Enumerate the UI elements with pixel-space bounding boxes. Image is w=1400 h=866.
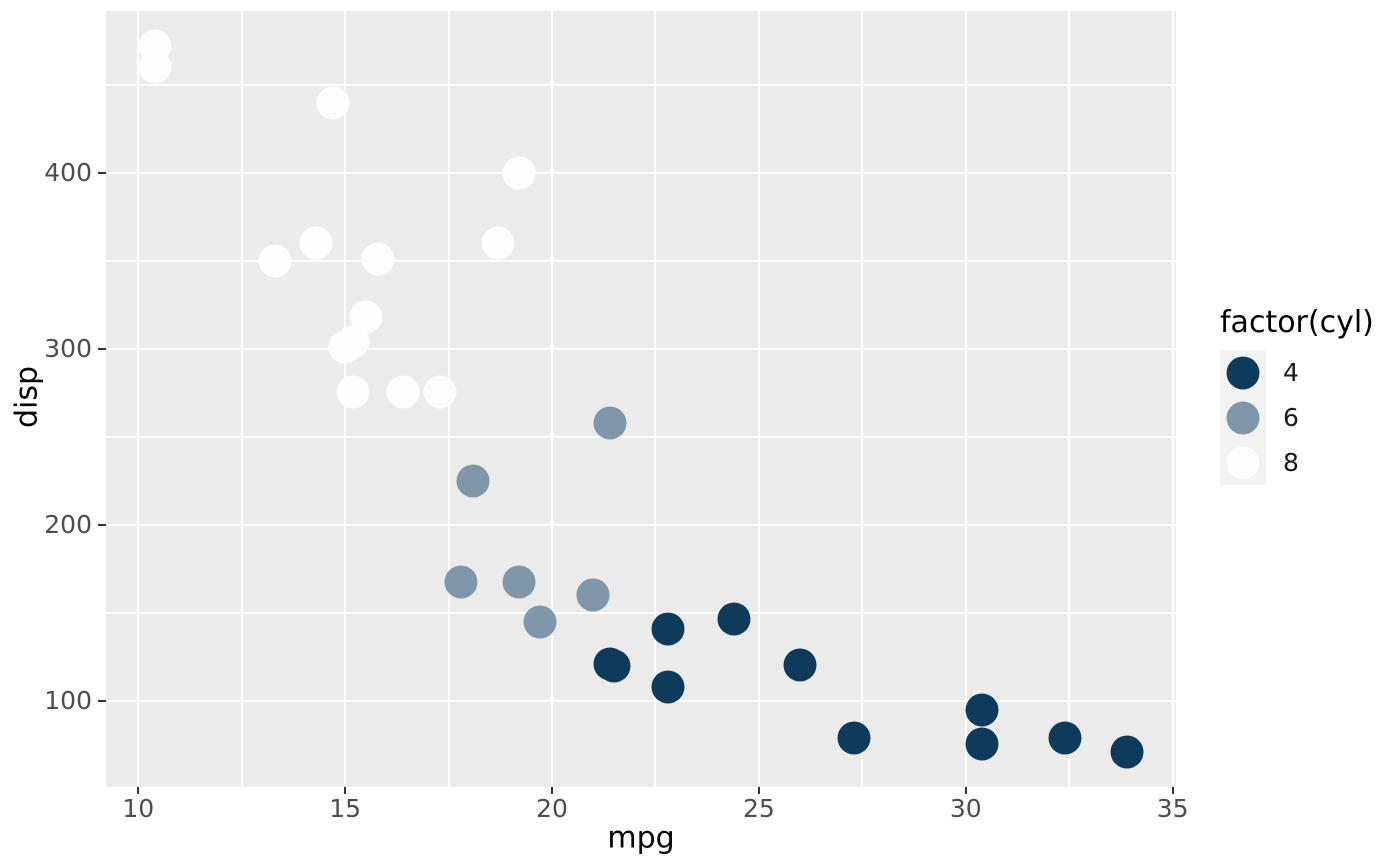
legend-swatch-icon	[1226, 446, 1260, 479]
grid-minor-x	[654, 11, 657, 787]
legend-entry-6: 6	[1220, 395, 1398, 440]
legend-label: 6	[1283, 403, 1299, 432]
grid-minor-x	[240, 11, 243, 787]
legend-key	[1220, 350, 1266, 395]
grid-major-y	[106, 523, 1176, 526]
grid-minor-y	[106, 611, 1176, 614]
grid-minor-y	[106, 83, 1176, 86]
legend-entry-4: 4	[1220, 350, 1398, 395]
x-tick-mark	[551, 787, 554, 794]
data-point-cyl-4	[965, 693, 999, 727]
x-tick-mark	[964, 787, 967, 794]
x-tick-mark	[137, 787, 140, 794]
data-point-cyl-6	[502, 565, 536, 599]
x-tick-label: 15	[329, 794, 362, 823]
y-tick-mark	[98, 699, 106, 702]
y-tick-mark	[98, 171, 106, 174]
data-point-cyl-8	[481, 226, 515, 260]
data-point-cyl-6	[456, 464, 490, 498]
data-point-cyl-6	[444, 565, 478, 599]
legend-swatch-icon	[1226, 356, 1260, 389]
y-tick-label: 400	[44, 157, 92, 187]
data-point-cyl-4	[1110, 735, 1144, 769]
grid-major-x	[551, 11, 554, 787]
legend-entries: 4 6 8	[1220, 350, 1398, 485]
grid-major-y	[106, 347, 1176, 350]
data-point-cyl-8	[138, 50, 172, 84]
data-point-cyl-8	[316, 86, 350, 120]
grid-major-x	[757, 11, 760, 787]
x-tick-label: 10	[122, 794, 155, 823]
data-point-cyl-8	[502, 156, 536, 190]
legend-key	[1220, 395, 1266, 440]
grid-major-x	[137, 11, 140, 787]
legend-swatch-icon	[1226, 401, 1260, 434]
data-point-cyl-4	[1048, 721, 1082, 755]
x-tick-label: 20	[536, 794, 568, 823]
data-point-cyl-8	[336, 375, 370, 409]
y-axis-title: disp	[9, 365, 45, 429]
data-point-cyl-4	[717, 602, 751, 636]
plot-panel	[106, 11, 1176, 787]
legend: factor(cyl) 4 6 8	[1220, 306, 1398, 485]
data-point-cyl-8	[299, 226, 333, 260]
grid-minor-x	[861, 11, 864, 787]
grid-minor-y	[106, 435, 1176, 438]
x-tick-label: 35	[1156, 794, 1189, 823]
grid-minor-x	[1068, 11, 1071, 787]
legend-entry-8: 8	[1220, 440, 1398, 485]
x-tick-mark	[1171, 787, 1174, 794]
legend-label: 4	[1283, 358, 1299, 387]
data-point-cyl-8	[328, 330, 362, 364]
data-point-cyl-6	[576, 578, 610, 612]
x-tick-label: 30	[949, 794, 982, 823]
data-point-cyl-8	[361, 242, 395, 276]
grid-major-x	[1171, 11, 1174, 787]
grid-minor-y	[106, 259, 1176, 262]
legend-title: factor(cyl)	[1220, 305, 1374, 340]
panel-background	[106, 11, 1176, 787]
legend-key	[1220, 440, 1266, 485]
x-tick-mark	[344, 787, 347, 794]
grid-major-y	[106, 171, 1176, 174]
y-tick-mark	[98, 347, 106, 350]
data-point-cyl-6	[593, 406, 627, 440]
data-point-cyl-8	[386, 375, 420, 409]
y-tick-label: 300	[44, 333, 92, 363]
data-point-cyl-4	[965, 727, 999, 761]
data-point-cyl-8	[258, 244, 292, 278]
data-point-cyl-4	[651, 612, 685, 646]
data-point-cyl-4	[837, 721, 871, 755]
y-tick-label: 100	[44, 685, 92, 715]
y-tick-label: 200	[44, 509, 92, 539]
data-point-cyl-4	[651, 670, 685, 704]
x-axis-title: mpg	[607, 820, 675, 856]
x-tick-mark	[757, 787, 760, 794]
grid-major-x	[964, 11, 967, 787]
data-point-cyl-4	[783, 648, 817, 682]
data-point-cyl-6	[523, 605, 557, 639]
data-point-cyl-8	[423, 375, 457, 409]
y-tick-mark	[98, 523, 106, 526]
legend-label: 8	[1283, 448, 1299, 477]
x-tick-label: 25	[743, 794, 775, 823]
grid-major-y	[106, 699, 1176, 702]
data-point-cyl-4	[593, 647, 627, 681]
